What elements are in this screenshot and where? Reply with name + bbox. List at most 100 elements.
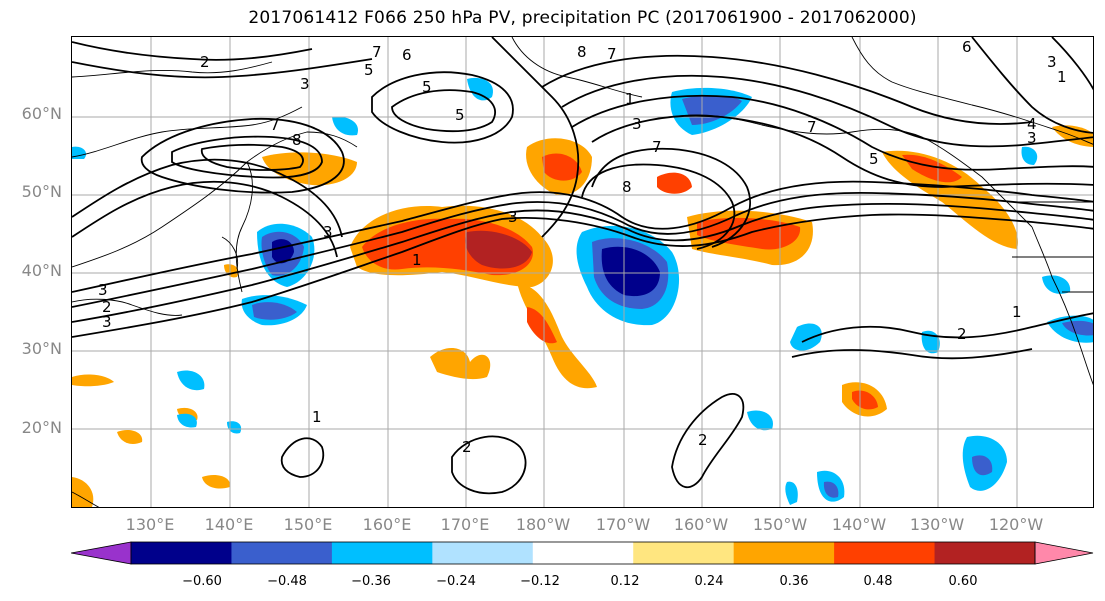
contour-label: 8 (622, 178, 632, 196)
contour-label: 5 (455, 106, 465, 124)
cool-anomaly-n3 (332, 116, 358, 136)
colorbar-outline (130, 541, 1036, 565)
colorbar-segment (432, 542, 534, 564)
warm-anomaly-gulf (882, 150, 1018, 249)
colorbar-segment (834, 542, 936, 564)
lon-label-150e: 150°E (283, 515, 333, 534)
colorbar-segment (934, 542, 1036, 564)
contour-labels: 2 7 6 8 7 5 3 5 5 1 3 7 8 7 7 8 3 6 3 4 … (98, 38, 1067, 456)
contour-label: 2 (102, 298, 112, 316)
colorbar-segments (71, 541, 1094, 565)
contour-label: 3 (98, 281, 108, 299)
contour-label: 7 (372, 43, 382, 61)
contour-label: 5 (422, 78, 432, 96)
cool-anomaly-s1-core (972, 455, 993, 476)
colorbar-extend-low (71, 541, 132, 565)
contour-label: 6 (962, 38, 972, 56)
contour-label: 6 (402, 46, 412, 64)
lat-label-50n: 50°N (21, 182, 62, 201)
colorbar-tick: 0.24 (694, 574, 724, 589)
contour-label: 7 (652, 138, 662, 156)
colorbar (71, 541, 1094, 565)
contour-label: 1 (1057, 68, 1067, 86)
contour-label: 2 (698, 431, 708, 449)
warm-anomaly-ne3 (657, 172, 692, 194)
lon-label-130e: 130°E (125, 515, 175, 534)
lon-label-120w: 120°W (988, 515, 1044, 534)
warm-anomaly-sw (72, 477, 94, 507)
contour-label: 2 (462, 438, 472, 456)
lat-label-20n: 20°N (21, 418, 62, 437)
contour-label: 4 (1027, 115, 1037, 133)
lat-label-30n: 30°N (21, 339, 62, 358)
warm-anomaly-tail-core (527, 307, 557, 344)
map-canvas: 2 7 6 8 7 5 3 5 5 1 3 7 8 7 7 8 3 6 3 4 … (72, 37, 1093, 507)
lon-label-130w: 130°W (909, 515, 965, 534)
colorbar-segment (131, 542, 232, 564)
gridlines (72, 37, 1093, 507)
plot-title: 2017061412 F066 250 hPa PV, precipitatio… (248, 8, 917, 28)
cool-anomaly-s5 (747, 410, 773, 431)
lon-label-160e: 160°E (362, 515, 412, 534)
warm-anomaly-w4 (202, 475, 231, 489)
lon-label-160w: 160°W (673, 515, 729, 534)
colorbar-segment (532, 542, 634, 564)
warm-anomaly-s (430, 347, 491, 380)
contour-label: 3 (508, 208, 518, 226)
colorbar-segment (733, 542, 835, 564)
contour-label: 1 (312, 408, 322, 426)
contour-label: 3 (300, 75, 310, 93)
cool-anomaly-w-core (252, 302, 297, 320)
warm-anomaly-tail (517, 282, 597, 389)
lon-label-170e: 170°E (440, 515, 490, 534)
colorbar-tick: −0.60 (182, 574, 222, 589)
cool-anomaly-central-core (601, 246, 660, 297)
colorbar-tick: 0.60 (948, 574, 978, 589)
warm-anomaly-w1 (72, 374, 114, 387)
warm-anomaly-gulf-core (902, 154, 962, 183)
lon-label-180w: 180°W (515, 515, 571, 534)
lon-label-140e: 140°E (204, 515, 254, 534)
cool-anomaly-s6 (177, 370, 205, 391)
cool-anomaly-s10 (1021, 146, 1038, 165)
warm-anomaly-ne1-core (542, 153, 582, 181)
colorbar-segment (331, 542, 433, 564)
colorbar-extend-high (1034, 541, 1094, 565)
cool-anomaly-s9 (785, 481, 798, 505)
contour-label: 3 (102, 313, 112, 331)
pv-contours (72, 37, 1093, 495)
contour-label: 7 (807, 118, 817, 136)
colorbar-segment (231, 542, 333, 564)
colorbar-tick: −0.48 (267, 574, 307, 589)
contour-label: 2 (957, 325, 967, 343)
lon-label-150w: 150°W (752, 515, 808, 534)
contour-label: 3 (1027, 129, 1037, 147)
cool-anomaly-s7 (177, 413, 197, 428)
contour-label: 3 (1047, 53, 1057, 71)
colorbar-tick: −0.36 (351, 574, 391, 589)
cool-anomaly-s2-core (823, 481, 839, 498)
contour-label: 1 (625, 90, 635, 108)
lat-label-40n: 40°N (21, 261, 62, 280)
contour-label: 1 (1012, 303, 1022, 321)
cool-anomaly-s11 (72, 146, 87, 159)
lon-label-140w: 140°W (831, 515, 887, 534)
lat-label-60n: 60°N (21, 104, 62, 123)
cool-anomaly-n2 (467, 77, 493, 101)
colorbar-tick: −0.12 (520, 574, 560, 589)
contour-label: 3 (632, 115, 642, 133)
colorbar-tick: 0.12 (610, 574, 640, 589)
contour-label: 8 (577, 43, 587, 61)
cool-anomaly-s8 (227, 421, 242, 434)
colorbar-tick: 0.36 (779, 574, 809, 589)
colorbar-tick: 0.48 (863, 574, 893, 589)
contour-label: 7 (270, 116, 280, 134)
colorbar-segment (633, 542, 735, 564)
warm-anomaly-w2 (117, 430, 143, 444)
cool-anomaly-n1-core (682, 95, 742, 125)
contour-label: 5 (869, 150, 879, 168)
contour-label: 1 (412, 251, 422, 269)
contour-label: 8 (292, 131, 302, 149)
contour-label: 7 (607, 45, 617, 63)
colorbar-tick: −0.24 (436, 574, 476, 589)
